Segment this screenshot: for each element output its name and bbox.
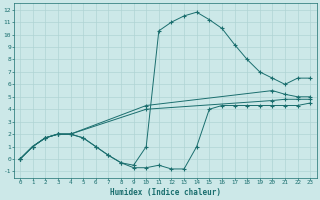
X-axis label: Humidex (Indice chaleur): Humidex (Indice chaleur): [110, 188, 220, 197]
